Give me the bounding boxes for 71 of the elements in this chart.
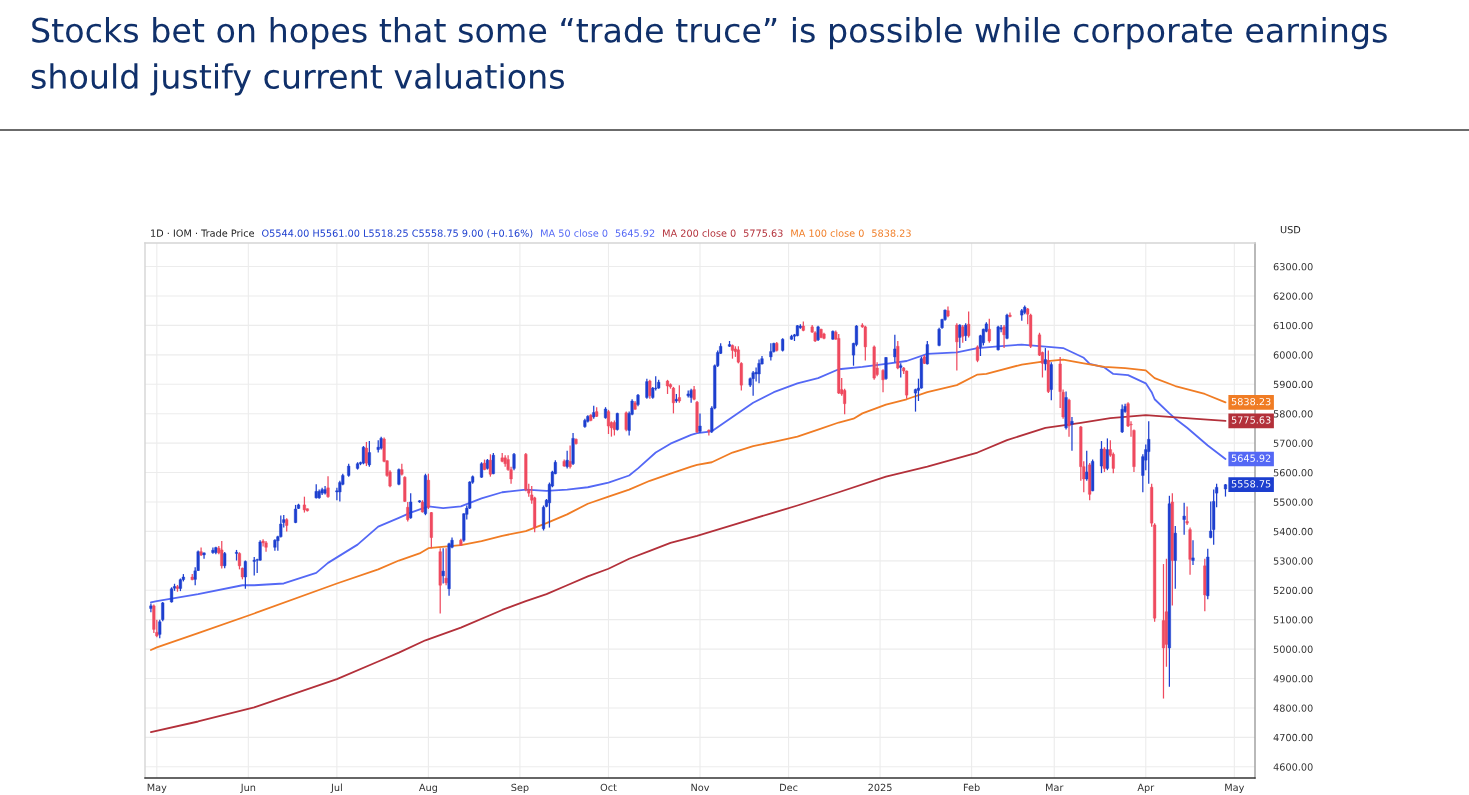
text: 5645.92 <box>615 229 655 237</box>
x-tick-label: Nov <box>691 783 710 792</box>
y-tick-label: 6300.00 <box>1273 263 1313 271</box>
y-tick-label: 5100.00 <box>1273 616 1313 624</box>
x-tick-label: Dec <box>780 783 798 792</box>
candlestick <box>698 412 702 434</box>
candlestick <box>606 409 611 435</box>
y-tick-label: 5400.00 <box>1273 527 1313 536</box>
y-tick-label: 5200.00 <box>1273 586 1313 595</box>
y-tick-label: 5300.00 <box>1273 557 1313 565</box>
x-tick-label: Jun <box>240 783 256 793</box>
candlestick <box>1191 539 1195 566</box>
text: 1D · IOM · Trade Price <box>151 229 255 237</box>
y-tick-label: 4800.00 <box>1273 704 1313 712</box>
candlestick <box>1070 416 1074 452</box>
candlestick <box>152 603 156 634</box>
x-tick-label: May <box>1225 783 1245 793</box>
annotation: 5558.75 <box>1231 480 1271 488</box>
candlestick <box>1102 446 1106 473</box>
candlestick <box>441 547 445 585</box>
data-label: 5645.92 <box>1231 454 1271 462</box>
text: MA 200 close 0 <box>663 229 736 237</box>
candlestick <box>955 322 959 372</box>
candlestick <box>1182 502 1186 536</box>
y-tick-label: 6000.00 <box>1273 351 1313 359</box>
x-tick-label: Feb <box>963 783 980 792</box>
candlestick <box>149 602 153 613</box>
y-tick-label: 5700.00 <box>1273 439 1313 447</box>
candlestick <box>757 358 761 384</box>
candlestick <box>542 504 546 532</box>
y-tick-label: 5600.00 <box>1273 469 1313 477</box>
x-tick-label: Aug <box>418 783 438 793</box>
y-tick-label: 6200.00 <box>1273 292 1313 300</box>
candlestick <box>893 334 897 363</box>
x-tick-label: Mar <box>1046 783 1064 792</box>
candlestick <box>896 340 900 370</box>
y-tick-label: 4600.00 <box>1273 763 1313 771</box>
candlestick <box>409 492 413 520</box>
candlestick <box>1043 347 1047 372</box>
candlestick <box>406 501 410 523</box>
candlestick <box>1185 505 1189 526</box>
text: 5775.63 <box>743 229 783 237</box>
x-tick-label: May <box>147 783 167 793</box>
candlestick <box>444 547 448 586</box>
candlestick <box>1147 420 1151 485</box>
y-tick-label: 6100.00 <box>1273 321 1313 330</box>
chart-title: Stocks bet on hopes that some “trade truce” is possible while corporate earnings should justify current valuations <box>31 17 1387 96</box>
text: 5838.23 <box>872 229 911 237</box>
y-tick-label: 4700.00 <box>1273 733 1313 742</box>
y-tick-label: 5900.00 <box>1273 380 1313 389</box>
x-tick-label: 2025 <box>868 783 892 792</box>
y-axis-title: USD <box>1280 225 1301 234</box>
candlestick <box>967 310 971 339</box>
text: O5544.00 H5561.00 L5518.25 C5558.75 9.00 (+0.16%) <box>262 229 533 238</box>
candlestick <box>1085 450 1089 482</box>
data-label: 5838.23 <box>1231 397 1271 406</box>
y-tick-label: 5500.00 <box>1273 498 1313 506</box>
text: MA 50 close 0 <box>541 229 608 237</box>
x-tick-label: Jul <box>330 783 342 793</box>
candlestick <box>863 325 867 362</box>
y-tick-label: 4900.00 <box>1273 675 1313 683</box>
text: MA 100 close 0 <box>791 229 864 237</box>
y-tick-label: 5800.00 <box>1273 410 1313 418</box>
line-series <box>149 414 1227 733</box>
x-tick-label: Oct <box>600 783 617 792</box>
data-label: 5775.63 <box>1231 416 1271 424</box>
candlestick <box>367 440 371 468</box>
x-tick-label: Sep <box>511 783 529 793</box>
y-tick-label: 5000.00 <box>1273 645 1313 653</box>
candlestick <box>881 368 885 393</box>
x-tick-label: Apr <box>1137 783 1155 793</box>
